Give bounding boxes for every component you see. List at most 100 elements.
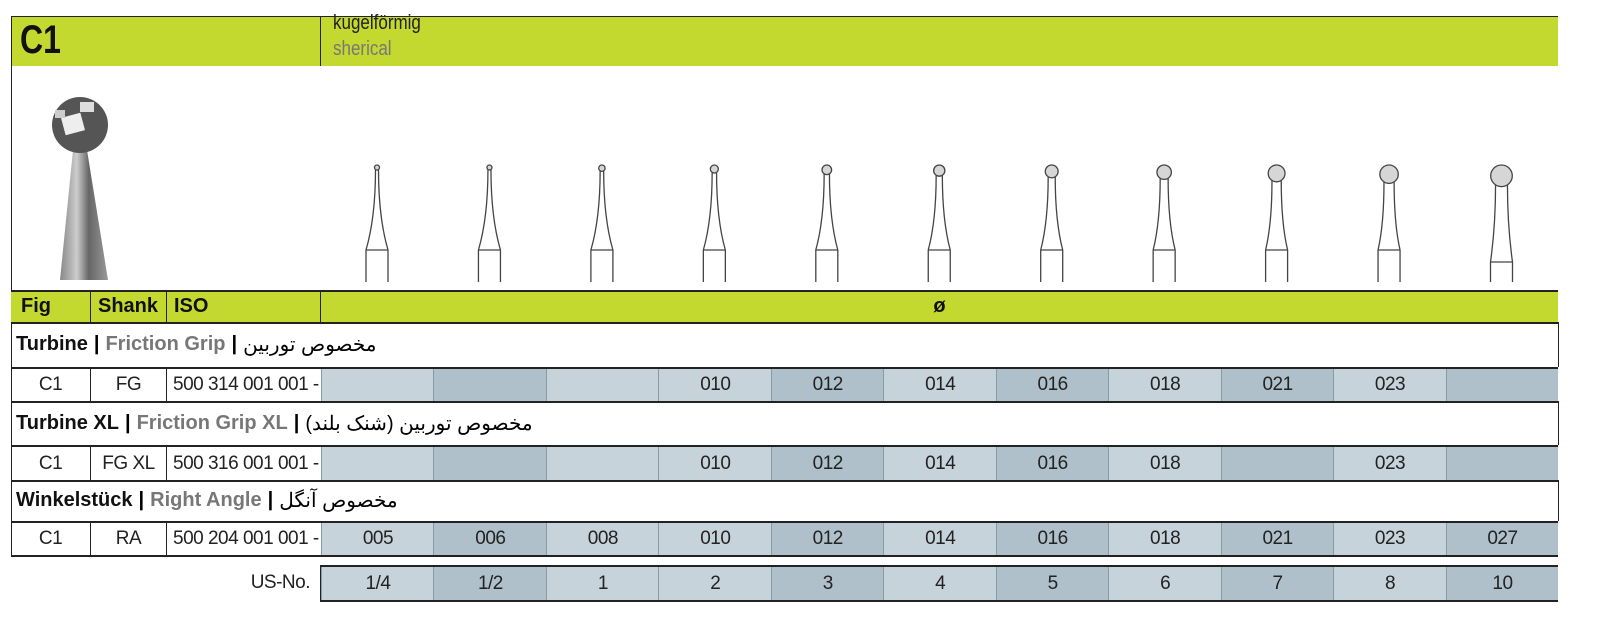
- size-cell: 005: [321, 523, 434, 555]
- size-cell: [1220, 447, 1334, 480]
- size-cell: [545, 447, 659, 480]
- us-no-cell: 8: [1333, 567, 1446, 600]
- bur-drawing: [1040, 164, 1064, 282]
- divider: [1558, 401, 1559, 445]
- size-cell: 014: [883, 447, 997, 480]
- size-cell: 012: [770, 369, 884, 401]
- separator: |: [138, 489, 145, 511]
- size-cell: 018: [1108, 369, 1222, 401]
- size-cell: [1445, 447, 1559, 480]
- size-cell: 023: [1333, 369, 1446, 401]
- size-cell: [321, 369, 434, 401]
- section-title: Turbine XL | Friction Grip XL | مخصوص توربین…: [16, 401, 533, 445]
- table-header: [11, 291, 1558, 322]
- size-cell: 023: [1333, 447, 1446, 480]
- divider: [1558, 322, 1559, 367]
- size-cell: 012: [770, 447, 884, 480]
- size-cell: 010: [658, 369, 772, 401]
- bur-drawing: [1377, 164, 1401, 282]
- bur-drawing: [477, 164, 502, 282]
- row-fig: C1: [38, 528, 63, 549]
- section-title-en: Right Angle: [150, 489, 262, 511]
- divider: [11, 521, 1558, 523]
- section-title-fa: مخصوص توربین: [243, 334, 377, 356]
- size-cell: [321, 447, 434, 480]
- size-cell: 010: [658, 523, 772, 555]
- bur-drawing: [1152, 164, 1176, 282]
- row-fig: C1: [38, 374, 63, 395]
- col-header-diameter: ø: [933, 295, 946, 317]
- product-code: C1: [20, 18, 61, 62]
- bur-drawing: [1489, 164, 1514, 282]
- size-cell: 021: [1220, 369, 1334, 401]
- shape-name-de: kugelförmig: [333, 12, 421, 34]
- row-fig: C1: [38, 452, 63, 474]
- size-cell: 014: [883, 369, 997, 401]
- divider: [11, 480, 1558, 482]
- size-cell: 027: [1445, 523, 1559, 555]
- us-no-cell: 5: [995, 567, 1109, 600]
- size-cell: 014: [883, 523, 997, 555]
- section-title-fa: مخصوص توربین (شنک بلند): [305, 412, 533, 435]
- row-shank: RA: [90, 523, 166, 555]
- us-no-cell: 2: [658, 567, 772, 600]
- row-iso: 500 314 001 001 -: [166, 369, 321, 401]
- header-band: [11, 17, 1558, 66]
- size-cell: 016: [995, 447, 1109, 480]
- us-no-cell: 7: [1220, 567, 1334, 600]
- separator: |: [124, 411, 131, 434]
- divider: [11, 367, 1558, 369]
- size-cell: [433, 369, 547, 401]
- us-no-cell: 4: [883, 567, 997, 600]
- size-cell: 023: [1333, 523, 1446, 555]
- size-cell: 008: [545, 523, 659, 555]
- divider: [1558, 480, 1559, 521]
- section-title-en: Friction Grip XL: [136, 411, 288, 434]
- divider: [320, 600, 1558, 602]
- separator: |: [231, 333, 238, 355]
- size-cell: [1445, 369, 1559, 401]
- divider: [11, 445, 1558, 447]
- bur-drawing: [590, 164, 614, 282]
- section-title-de: Turbine: [16, 333, 88, 355]
- section-title: Winkelstück | Right Angle | مخصوص آنگل: [16, 480, 398, 521]
- row-iso: 500 316 001 001 -: [166, 447, 321, 480]
- divider: [11, 401, 1558, 403]
- size-cell: 006: [433, 523, 547, 555]
- bur-drawing: [702, 164, 726, 282]
- separator: |: [267, 489, 274, 511]
- separator: |: [93, 333, 100, 355]
- us-no-cell: 10: [1445, 567, 1559, 600]
- bur-drawing: [815, 164, 839, 282]
- size-cell: 012: [770, 523, 884, 555]
- size-cell: [545, 369, 659, 401]
- row-iso: 500 204 001 001 -: [166, 523, 321, 555]
- size-cell: 016: [995, 523, 1109, 555]
- us-no-cell: 3: [770, 567, 884, 600]
- us-no-cell: 6: [1108, 567, 1222, 600]
- us-no-cell: 1/2: [433, 567, 547, 600]
- section-title-de: Winkelstück: [16, 489, 133, 511]
- us-no-label: US-No.: [250, 572, 311, 593]
- section-title-en: Friction Grip: [105, 333, 226, 355]
- bur-drawing: [927, 164, 951, 282]
- size-cell: 016: [995, 369, 1109, 401]
- section-title: Turbine | Friction Grip | مخصوص توربین: [16, 322, 377, 367]
- col-header-shank: Shank: [97, 295, 159, 317]
- size-cell: 018: [1108, 523, 1222, 555]
- us-no-cell: 1: [545, 567, 659, 600]
- us-no-cell: 1/4: [321, 567, 434, 600]
- row-shank: FG XL: [90, 447, 166, 480]
- size-cell: [433, 447, 547, 480]
- section-title-fa: مخصوص آنگل: [279, 490, 398, 512]
- size-cell: 010: [658, 447, 772, 480]
- shape-name-en: sherical: [333, 38, 392, 60]
- bur-drawings: [365, 164, 1514, 282]
- bur-drawing: [1264, 164, 1289, 282]
- section-title-de: Turbine XL: [16, 411, 119, 434]
- bur-photo: [52, 97, 108, 280]
- divider: [11, 555, 1558, 557]
- col-header-iso: ISO: [174, 295, 209, 317]
- size-cell: 018: [1108, 447, 1222, 480]
